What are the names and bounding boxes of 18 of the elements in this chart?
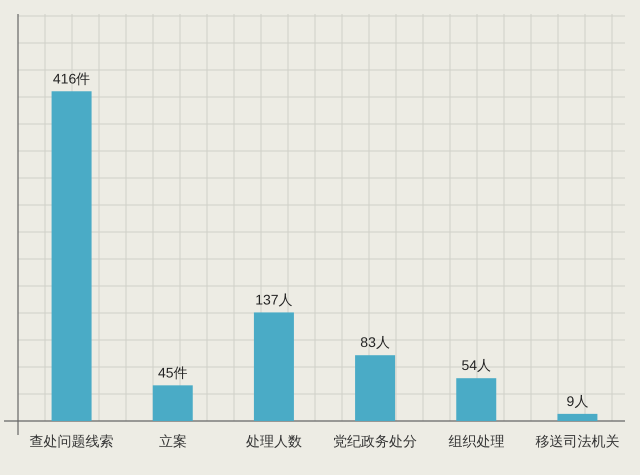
x-tick-label: 移送司法机关 bbox=[535, 433, 620, 449]
bar bbox=[355, 355, 396, 421]
data-label: 416件 bbox=[52, 70, 90, 86]
bar bbox=[557, 414, 598, 421]
bar bbox=[152, 385, 193, 421]
x-tick-label: 立案 bbox=[158, 433, 187, 449]
data-label: 83人 bbox=[360, 334, 390, 350]
x-tick-label: 查处问题线索 bbox=[30, 433, 114, 449]
x-tick-label: 党纪政务处分 bbox=[333, 433, 418, 449]
bar bbox=[456, 378, 496, 421]
x-tick-label: 组织处理 bbox=[448, 433, 504, 449]
data-label: 9人 bbox=[566, 392, 588, 409]
bar bbox=[254, 312, 294, 421]
data-label: 54人 bbox=[461, 357, 492, 374]
data-label: 45件 bbox=[158, 364, 188, 380]
bar bbox=[52, 91, 92, 421]
data-label: 137人 bbox=[255, 291, 293, 308]
x-tick-label: 处理人数 bbox=[246, 433, 302, 449]
